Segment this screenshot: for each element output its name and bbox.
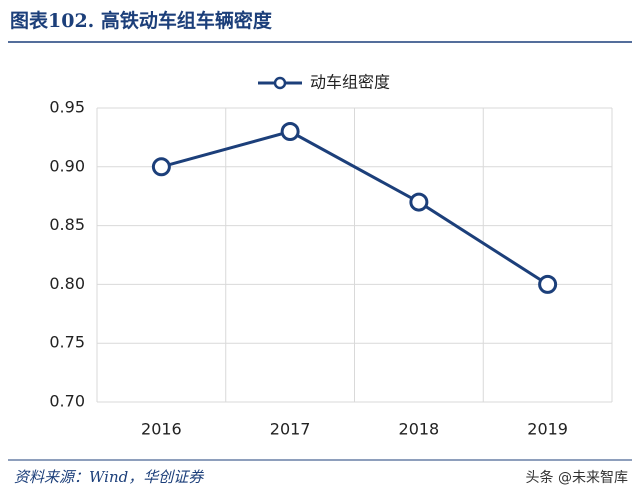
point-marker (280, 122, 300, 142)
x-tick-label: 2016 (141, 420, 182, 439)
y-tick-label: 0.85 (49, 215, 85, 234)
point-marker (151, 157, 171, 177)
y-tick-label: 0.70 (49, 392, 85, 411)
legend-label: 动车组密度 (310, 73, 390, 92)
x-tick-label: 2019 (527, 420, 568, 439)
legend-marker (273, 76, 287, 90)
x-tick-label: 2018 (399, 420, 440, 439)
y-tick-label: 0.90 (49, 156, 85, 175)
point-marker (409, 192, 429, 212)
watermark: 头条 @未来智库 (526, 469, 628, 486)
x-tick-label: 2017 (270, 420, 311, 439)
y-tick-label: 0.95 (49, 98, 85, 117)
y-tick-label: 0.80 (49, 274, 85, 293)
chart-title: 图表102. 高铁动车组车辆密度 (10, 9, 273, 32)
source-note: 资料来源：Wind，华创证券 (14, 468, 204, 486)
point-marker (538, 274, 558, 294)
series-line (160, 129, 549, 286)
y-tick-label: 0.75 (49, 333, 85, 352)
